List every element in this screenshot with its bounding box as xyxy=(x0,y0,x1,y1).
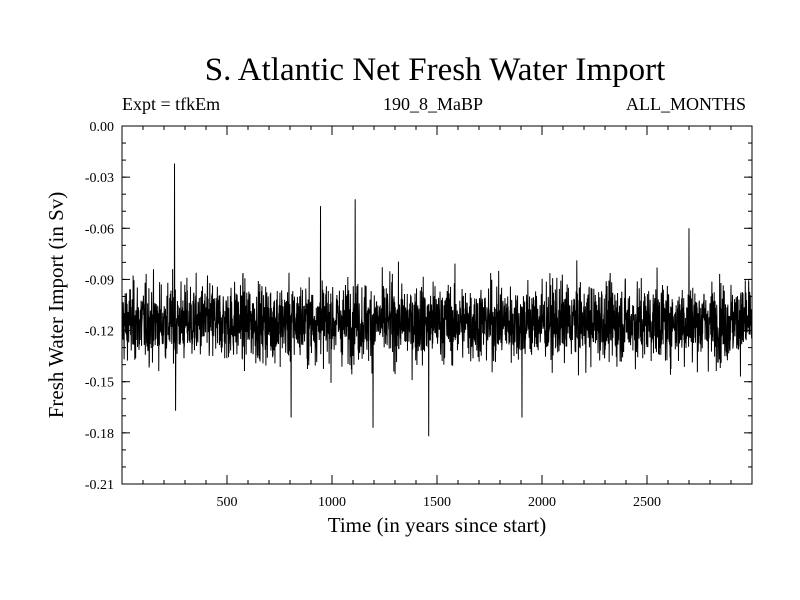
y-tick-label: -0.12 xyxy=(85,325,114,340)
series-layer xyxy=(121,163,753,437)
y-tick-label: -0.09 xyxy=(85,273,114,288)
y-tick-label: 0.00 xyxy=(90,120,115,135)
y-tick-label: -0.03 xyxy=(85,171,114,186)
y-tick-label: -0.15 xyxy=(85,376,114,391)
period-label: 190_8_MaBP xyxy=(383,94,484,114)
months-label: ALL_MONTHS xyxy=(626,94,746,114)
x-tick-label: 1000 xyxy=(318,495,346,510)
chart-title: S. Atlantic Net Fresh Water Import xyxy=(204,52,666,88)
y-tick-label: -0.18 xyxy=(85,427,114,442)
y-axis-label: Fresh Water Import (in Sv) xyxy=(44,192,68,419)
y-tick-label: -0.21 xyxy=(85,478,114,493)
x-tick-label: 500 xyxy=(217,495,238,510)
series-line xyxy=(121,163,753,437)
x-tick-label: 1500 xyxy=(423,495,451,510)
experiment-label: Expt = tfkEm xyxy=(122,94,221,114)
axes-layer: 0.00 -0.03 -0.06 -0.09 -0.12 -0.15 -0.18 -0.21 5… xyxy=(85,120,752,510)
x-axis-label: Time (in years since start) xyxy=(328,513,547,537)
y-tick-label: -0.06 xyxy=(85,222,114,237)
x-tick-label: 2000 xyxy=(528,495,556,510)
x-tick-label: 2500 xyxy=(633,495,661,510)
